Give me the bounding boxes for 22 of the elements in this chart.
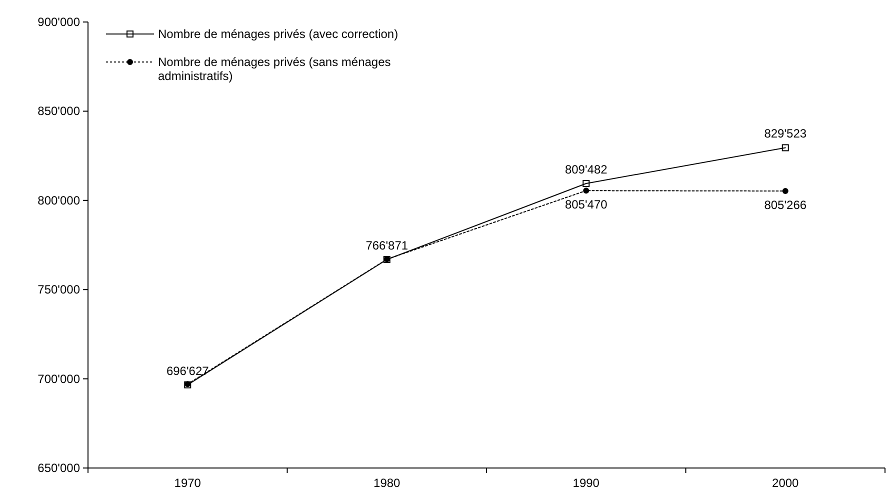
point: [782, 144, 789, 152]
y-tick-label: 650'000: [38, 461, 80, 475]
y-tick-label: 800'000: [38, 193, 80, 208]
y-tick-label: 700'000: [38, 372, 80, 386]
y-tick-label: 750'000: [38, 282, 80, 297]
point: [583, 188, 590, 194]
data-label: 829'523: [764, 126, 807, 141]
data-label: 766'871: [366, 238, 408, 252]
x-tick-label: 1970: [174, 476, 202, 490]
data-label: 696'627: [166, 364, 210, 378]
point: [582, 180, 590, 187]
y-tick-label: 900'000: [38, 15, 80, 29]
point: [782, 188, 788, 194]
x-tick-label: 1990: [572, 476, 600, 490]
y-tick-label: 850'000: [38, 104, 80, 118]
data-label: 809'482: [564, 162, 608, 176]
x-tick-label: 1980: [374, 476, 401, 490]
data-label: 805'470: [564, 198, 608, 212]
x-tick-label: 2000: [772, 476, 800, 490]
legend-label: Nombre de ménages privés (avec correction): [158, 27, 398, 41]
legend-label: Nombre de ménages privés (sans ménages administratifs): [158, 55, 391, 83]
data-label: 805'266: [764, 198, 807, 212]
